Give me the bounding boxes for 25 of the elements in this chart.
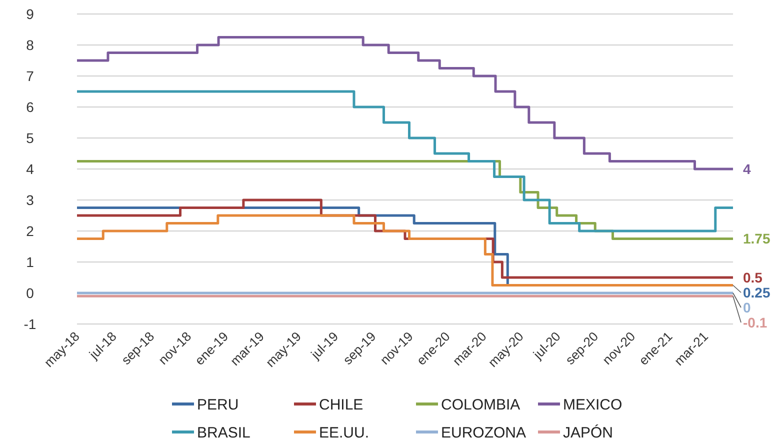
legend-label: CHILE xyxy=(319,396,364,414)
legend-label: PERU xyxy=(197,396,239,414)
data-label: 0.25 xyxy=(743,284,770,300)
y-tick-label: 5 xyxy=(26,130,34,146)
legend-label: COLOMBIA xyxy=(441,396,520,414)
y-tick-label: 6 xyxy=(26,98,34,115)
y-tick-label: 1 xyxy=(26,254,34,270)
legend-label: EE.UU. xyxy=(319,424,370,442)
y-tick-label: 4 xyxy=(26,160,34,177)
y-tick-label: 7 xyxy=(26,68,34,84)
data-label: 1.75 xyxy=(743,230,770,247)
y-tick-label: 8 xyxy=(26,36,34,53)
legend-label: JAPÓN xyxy=(563,423,614,442)
y-tick-label: 3 xyxy=(26,192,34,208)
y-tick-label: -1 xyxy=(24,316,36,332)
data-label: 4 xyxy=(743,160,751,177)
data-label: 0 xyxy=(743,299,751,316)
data-label: -0.1 xyxy=(743,314,768,330)
data-label: 0.5 xyxy=(743,269,763,286)
y-tick-label: 9 xyxy=(26,6,34,22)
y-tick-label: 0 xyxy=(26,284,34,301)
legend-label: EUROZONA xyxy=(441,424,526,442)
legend-label: MEXICO xyxy=(563,396,622,414)
y-tick-label: 2 xyxy=(26,222,34,239)
legend-label: BRASIL xyxy=(197,424,250,442)
